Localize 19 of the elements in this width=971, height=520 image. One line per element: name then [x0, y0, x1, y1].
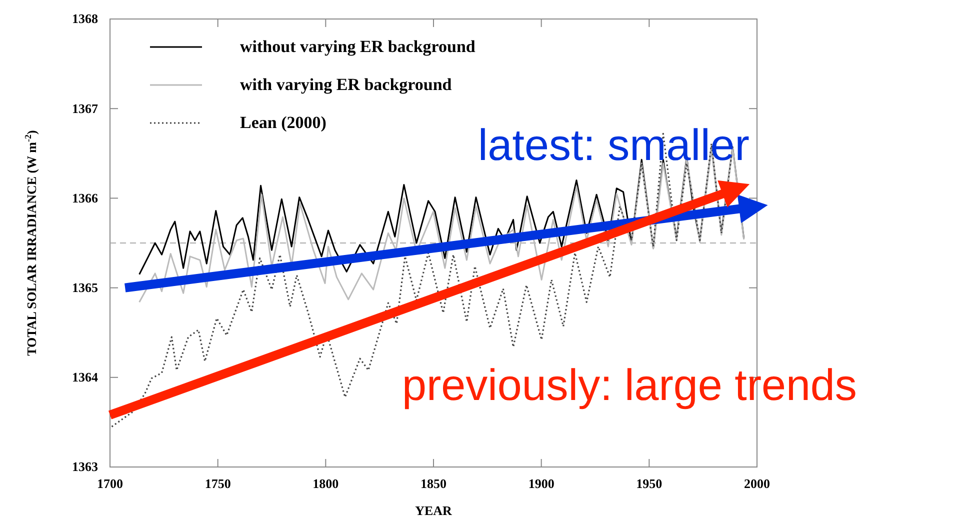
x-tick-label: 1750: [204, 476, 231, 492]
y-tick-label: 1368: [72, 11, 98, 26]
x-axis-title: YEAR: [415, 503, 453, 518]
annotation: latest: smaller: [478, 121, 750, 170]
x-tick-label: 1900: [528, 476, 554, 492]
y-tick-label: 1363: [72, 459, 98, 474]
legend-label: with varying ER background: [240, 75, 452, 94]
x-tick-label: 1850: [420, 476, 446, 492]
x-tick-label: 1700: [97, 476, 123, 492]
x-tick-label: 2000: [744, 476, 770, 492]
y-tick-label: 1367: [72, 100, 98, 116]
y-tick-label: 1365: [72, 280, 98, 295]
y-tick-label: 1366: [72, 190, 98, 206]
y-tick-label: 1364: [72, 370, 98, 385]
legend-label: without varying ER background: [240, 37, 476, 56]
annotation: previously: large trends: [402, 361, 857, 410]
legend-label: Lean (2000): [240, 113, 326, 132]
x-tick-label: 1950: [636, 476, 662, 492]
x-tick-label: 1800: [312, 476, 339, 492]
